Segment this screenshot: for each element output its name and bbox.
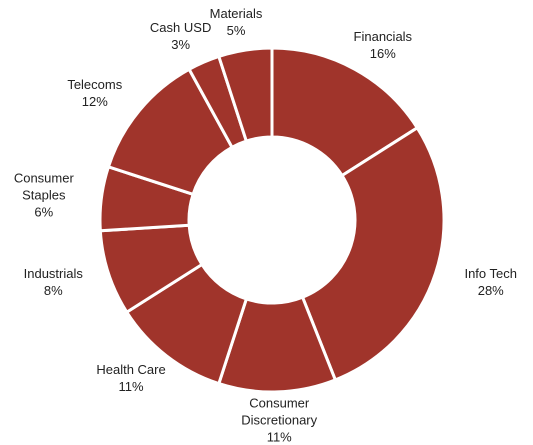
- value-label: 8%: [43, 282, 63, 298]
- donut-segment: [270, 46, 420, 178]
- segment-label: Cash USD 3%: [135, 19, 227, 53]
- category-label: Consumer Staples: [13, 170, 74, 203]
- donut-segment: [216, 46, 274, 143]
- value-label: 11%: [266, 429, 292, 445]
- value-label: 28%: [477, 282, 504, 298]
- segment-label: Industrials 8%: [7, 265, 99, 299]
- category-label: Info Tech: [464, 265, 517, 281]
- category-label: Telecoms: [67, 76, 123, 92]
- value-label: 5%: [226, 23, 246, 39]
- value-label: 3%: [171, 37, 191, 53]
- segment-label: Consumer Staples 6%: [0, 169, 90, 220]
- category-label: Consumer Discretionary: [241, 395, 318, 428]
- donut-segment: [300, 125, 446, 382]
- segment-label: Info Tech 28%: [445, 265, 533, 299]
- value-label: 12%: [81, 93, 108, 109]
- segment-label: Materials 5%: [190, 5, 282, 39]
- segment-label: Health Care 11%: [85, 361, 177, 395]
- segment-label: Financials 16%: [337, 28, 429, 62]
- category-label: Financials: [353, 28, 413, 44]
- category-label: Cash USD: [149, 20, 212, 36]
- category-label: Materials: [209, 6, 263, 22]
- segment-label: Telecoms 12%: [49, 76, 141, 110]
- value-label: 16%: [369, 45, 396, 61]
- category-label: Health Care: [96, 362, 166, 378]
- category-label: Industrials: [23, 265, 83, 281]
- value-label: 6%: [34, 204, 54, 220]
- segment-label: Consumer Discretionary 11%: [233, 394, 325, 445]
- value-label: 11%: [118, 379, 144, 395]
